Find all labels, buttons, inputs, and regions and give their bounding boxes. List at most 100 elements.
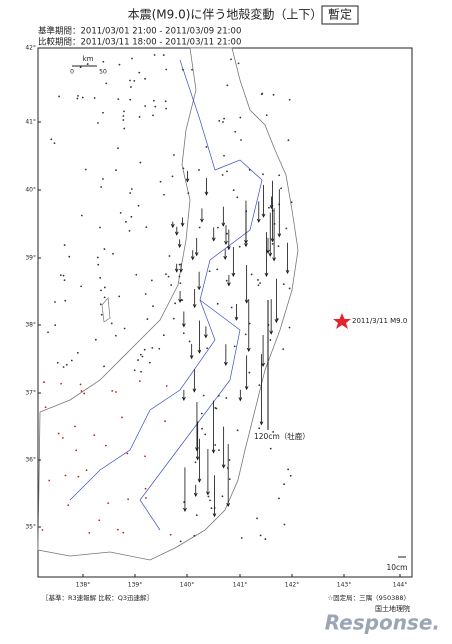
station — [99, 276, 102, 279]
station — [290, 201, 293, 204]
station — [137, 359, 139, 361]
station — [138, 71, 141, 74]
station — [115, 391, 117, 393]
station — [163, 193, 165, 196]
station — [168, 255, 171, 257]
footer-note: ［基準：R3速報解 比較：Q3迅速解］ — [42, 593, 153, 602]
station — [165, 385, 168, 387]
station — [225, 397, 228, 399]
arrow-head — [178, 298, 182, 303]
station — [43, 381, 45, 384]
station — [44, 406, 47, 409]
station — [77, 94, 79, 97]
station — [100, 289, 102, 292]
arrow-head — [268, 252, 273, 257]
station — [228, 459, 231, 461]
station — [169, 533, 172, 536]
station — [128, 229, 131, 232]
station — [145, 497, 147, 499]
station — [218, 449, 220, 451]
station — [262, 173, 264, 176]
station — [232, 189, 235, 192]
station — [48, 479, 51, 482]
station — [216, 268, 219, 271]
arrow-head — [211, 449, 216, 454]
station — [80, 285, 83, 288]
station — [104, 444, 107, 447]
station — [271, 242, 274, 245]
station — [141, 355, 144, 358]
arrow-head — [244, 299, 249, 304]
station — [76, 351, 79, 354]
station — [201, 427, 203, 430]
station — [259, 282, 261, 285]
arrow-head — [183, 507, 187, 512]
station — [133, 369, 136, 372]
arrow-head — [272, 257, 276, 262]
station — [280, 187, 283, 190]
station — [200, 412, 203, 415]
station — [123, 127, 126, 130]
station — [162, 334, 165, 337]
station — [56, 361, 59, 364]
station — [172, 317, 175, 320]
arrow-head — [285, 269, 290, 275]
arrow-head — [185, 178, 190, 183]
station — [233, 345, 236, 348]
station — [205, 146, 208, 148]
arrow-head — [270, 238, 275, 243]
station — [68, 255, 71, 258]
station — [139, 353, 142, 356]
prefecture-borders — [69, 59, 263, 531]
station — [206, 347, 209, 350]
arrow-head — [269, 330, 274, 335]
lat-label: 38° — [25, 322, 36, 329]
station — [94, 338, 97, 341]
station — [248, 371, 251, 374]
station — [237, 62, 240, 65]
station — [77, 475, 80, 478]
station — [41, 529, 44, 531]
arrow-head — [224, 240, 228, 246]
station — [265, 114, 268, 117]
sado-island — [101, 297, 111, 323]
station — [138, 116, 141, 118]
station — [144, 487, 147, 490]
vector-scale-label: 10cm — [387, 563, 408, 572]
station — [123, 110, 125, 113]
arrow-head — [197, 349, 202, 354]
station — [93, 434, 96, 437]
arrow-head — [200, 218, 204, 223]
station — [170, 284, 173, 286]
arrow-head — [261, 362, 265, 367]
epicenter-star — [333, 313, 351, 329]
station — [140, 370, 142, 373]
station — [53, 142, 56, 145]
arrow-head — [181, 323, 186, 328]
station — [63, 279, 66, 282]
station — [250, 273, 253, 276]
station — [282, 348, 285, 351]
station — [278, 174, 281, 177]
station — [194, 461, 197, 464]
arrow-head — [226, 502, 231, 508]
station — [107, 502, 110, 505]
station — [278, 497, 280, 500]
station — [225, 279, 228, 282]
arrow-head — [212, 513, 217, 518]
lon-label: 138° — [76, 582, 90, 589]
lat-label: 42° — [25, 45, 36, 52]
station — [102, 178, 104, 180]
station — [223, 117, 226, 120]
station — [210, 507, 213, 510]
station — [208, 270, 211, 273]
coastline — [37, 47, 299, 561]
station — [214, 407, 217, 409]
arrow-head — [226, 246, 231, 251]
station — [150, 279, 153, 282]
station — [88, 531, 91, 534]
station — [102, 60, 105, 63]
arrow-head — [193, 492, 198, 497]
arrow-head — [195, 456, 200, 461]
